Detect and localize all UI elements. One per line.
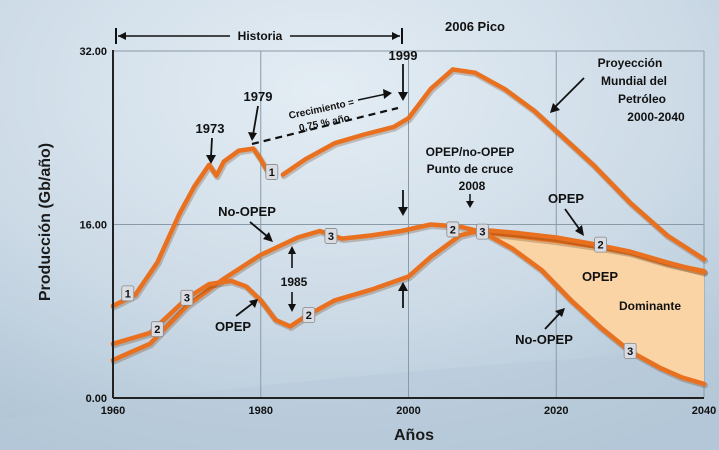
proyeccion-line-3: Petróleo — [618, 92, 666, 106]
x-tick-2000: 2000 — [396, 405, 420, 417]
arrow-no-opep-right-head — [555, 308, 565, 317]
series-line-0 — [110, 146, 271, 309]
cruce-line-2: Punto de cruce — [427, 162, 514, 176]
badge-box-b2a — [150, 321, 164, 338]
x-tick-2020: 2020 — [544, 405, 568, 417]
background-swoosh — [0, 350, 719, 450]
proyeccion-line-1: Proyección — [598, 56, 663, 70]
arrow-1979-head — [248, 132, 257, 141]
opep-dominance-area — [482, 232, 704, 384]
y-axis-title: Producción (Gb/año) — [37, 143, 54, 301]
opep-left-label: OPEP — [215, 319, 251, 334]
arrow-crecimiento — [357, 93, 387, 101]
proyeccion-line-2: Mundial del — [601, 74, 667, 88]
arrow-1973 — [210, 137, 213, 158]
arrow-1973-head — [206, 155, 216, 164]
arrow-opep-right-head — [575, 225, 584, 236]
badge-b3a: 3 — [184, 293, 190, 305]
badge-b3b: 3 — [328, 231, 334, 243]
arrow-no-opep-upper-head — [263, 232, 273, 242]
cruce-line-3: 2008 — [459, 179, 486, 193]
badge-box-b2d — [594, 236, 607, 253]
badge-box-b3c — [475, 223, 489, 240]
proyeccion-line-4: 2000-2040 — [627, 110, 685, 124]
arrow-cruce-head — [466, 201, 474, 208]
no-opep-right-label: No-OPEP — [515, 332, 573, 347]
arrow-proyeccion-head — [550, 103, 560, 113]
arrow-down-2000-head — [398, 207, 408, 216]
opep-dominante-line-2: Dominante — [619, 299, 681, 313]
series-badges: 1 1 2 2 2 2 3 3 3 3 — [121, 164, 637, 359]
badge-b2c: 2 — [450, 224, 456, 236]
arrow-up-2000-head — [398, 282, 408, 291]
badge-b2a: 2 — [154, 324, 160, 336]
arrow-crecimiento-head — [383, 89, 392, 99]
badge-b1a: 1 — [125, 288, 131, 300]
opep-right-label: OPEP — [548, 191, 584, 206]
badge-b3c: 3 — [479, 227, 485, 239]
label-1979: 1979 — [244, 89, 273, 104]
x-axis-title: Años — [394, 427, 434, 444]
arrow-1999-head — [398, 92, 408, 101]
arrow-proyeccion — [553, 77, 585, 109]
badge-box-b2b — [302, 307, 316, 323]
arrow-1979 — [252, 105, 259, 136]
arrow-opep-left-head — [249, 299, 258, 308]
series-line-1 — [280, 67, 707, 262]
badge-b1b: 1 — [269, 167, 275, 179]
arrow-opep-left — [235, 302, 254, 317]
y-tick-16.00: 16.00 — [79, 220, 107, 232]
tick-labels: 1960 1980 2000 2020 2040 0.00 16.00 32.00 — [79, 46, 716, 417]
badge-box-b2c — [446, 221, 460, 238]
label-2006-pico: 2006 Pico — [445, 19, 505, 34]
badge-box-b1b — [265, 164, 279, 180]
badge-b2b: 2 — [306, 310, 312, 322]
x-tick-2040: 2040 — [692, 405, 716, 417]
badge-box-b3d — [623, 342, 637, 359]
historia-bracket — [115, 28, 403, 44]
arrow-1985-down-head — [288, 304, 296, 312]
badge-box-b3a — [180, 289, 194, 306]
x-tick-1960: 1960 — [101, 405, 125, 417]
opep-dominance-fill — [482, 232, 704, 384]
series-line-3 — [110, 227, 707, 347]
axes — [112, 50, 704, 399]
y-tick-0.00: 0.00 — [86, 393, 107, 405]
arrow-no-opep-right — [544, 312, 561, 330]
grid — [113, 50, 705, 398]
badge-b2d: 2 — [598, 240, 604, 252]
no-opep-upper-label: No-OPEP — [218, 204, 276, 219]
x-tick-1980: 1980 — [249, 405, 273, 417]
badge-box-b1a — [121, 285, 135, 302]
opep-dominante-line-1: OPEP — [582, 269, 618, 284]
label-1985: 1985 — [281, 275, 308, 289]
historia-label: Historia — [238, 29, 283, 43]
label-1999: 1999 — [389, 48, 418, 63]
arrow-no-opep-upper — [249, 221, 269, 238]
series-line-4 — [480, 229, 707, 387]
cruce-line-1: OPEP/no-OPEP — [426, 145, 515, 159]
label-1973: 1973 — [196, 121, 225, 136]
arrow-opep-right — [564, 208, 581, 231]
growth-trend-dashed — [251, 106, 399, 146]
arrow-1985-up-head — [288, 246, 296, 254]
badge-b3d: 3 — [627, 346, 633, 358]
y-tick-32.00: 32.00 — [79, 46, 107, 58]
badge-box-b3b — [324, 228, 338, 244]
